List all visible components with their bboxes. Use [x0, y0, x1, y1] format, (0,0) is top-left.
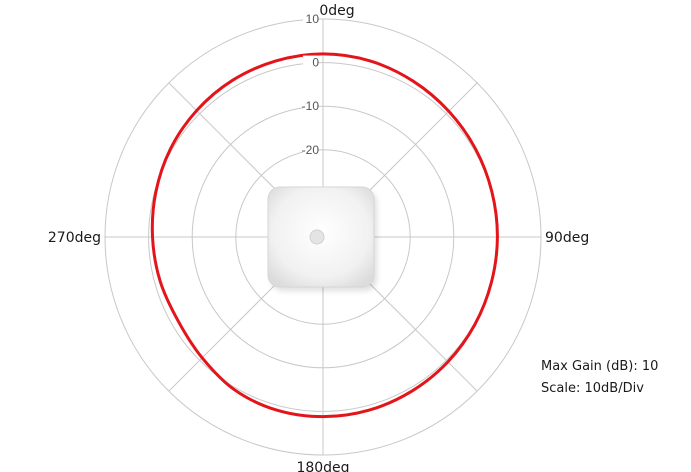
antenna-device-image [267, 186, 377, 291]
ring-label: -10 [302, 99, 320, 113]
max-gain-annotation: Max Gain (dB): 10 [541, 359, 659, 374]
ring-label: 10 [306, 12, 320, 26]
scale-annotation: Scale: 10dB/Div [541, 381, 644, 396]
angle-label-90: 90deg [545, 230, 589, 246]
gain-pattern-series [150, 52, 499, 419]
angle-label-180: 180deg [296, 460, 349, 472]
ring-label-backdrop [303, 55, 317, 68]
angle-label-0: 0deg [319, 3, 354, 19]
ring-label: -20 [302, 143, 320, 157]
ring-label-backdrop [303, 99, 317, 112]
ring-label-backdrop [303, 12, 317, 24]
device-led [309, 229, 325, 245]
gain-pattern-line [150, 52, 499, 419]
axis-labels: 10 0 -10 -20 0deg 90deg 180deg 270deg [48, 3, 589, 472]
angle-label-270: 270deg [48, 230, 101, 246]
ring-label: 0 [312, 56, 319, 70]
ring-label-backdrop [303, 142, 317, 155]
